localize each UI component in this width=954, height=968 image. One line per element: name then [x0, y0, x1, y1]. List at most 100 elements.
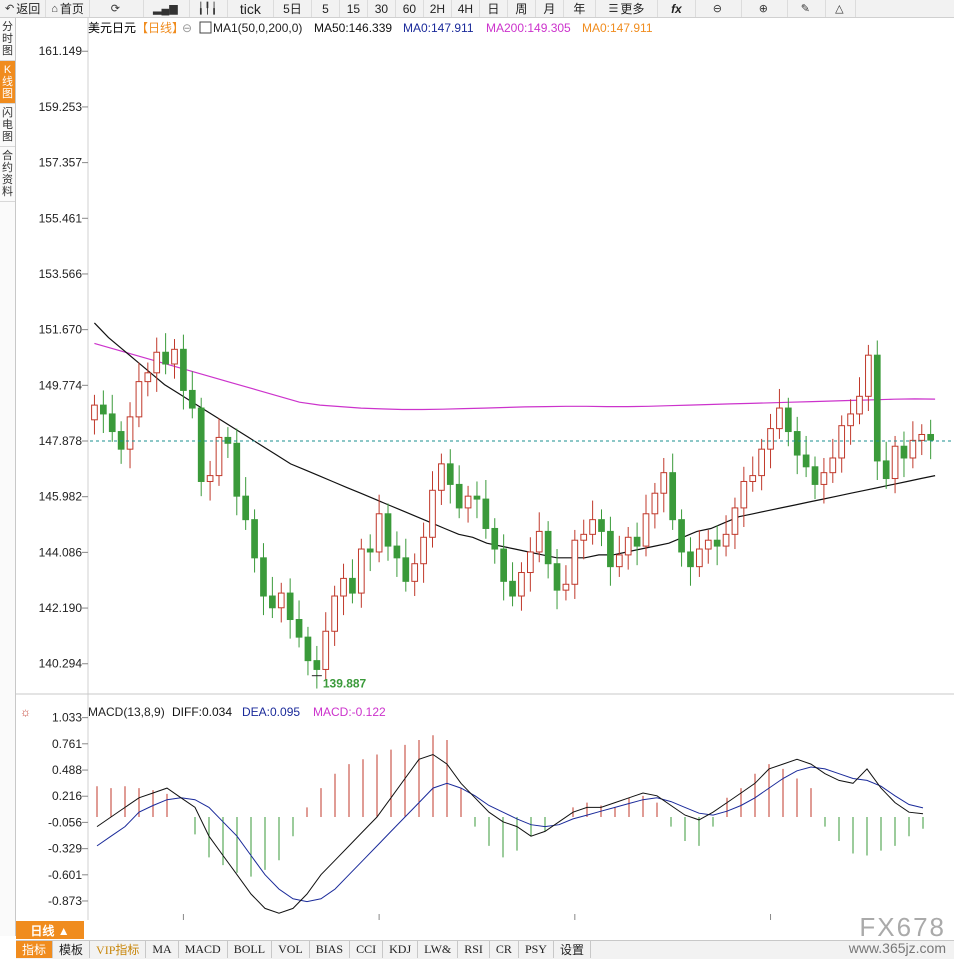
tab-contract-info[interactable]: 合约资料 [0, 147, 15, 202]
home-icon: ⌂ [51, 2, 58, 15]
triangle-button[interactable]: △ [826, 0, 856, 17]
candle-body [384, 513, 392, 547]
candle-body [340, 577, 347, 597]
candle-body [580, 533, 588, 541]
ma-toggle-icon[interactable] [199, 21, 212, 34]
watermark: FX678 www.365jz.com [849, 914, 946, 955]
indicator-tab-vip[interactable]: VIP指标 [90, 941, 147, 958]
indicator-tab-cci[interactable]: CCI [350, 941, 384, 958]
indicator-tab-vol[interactable]: VOL [272, 941, 310, 958]
period-selector[interactable]: 日线 ▲ [16, 921, 84, 939]
chart-area[interactable]: 150.914139.887 161.149 159.253 157.357 155.… [16, 18, 954, 920]
pencil-icon: ✎ [800, 3, 811, 15]
candle-body [776, 407, 783, 430]
candle-body [269, 595, 276, 609]
home-button[interactable]: ⌂ 首页 [46, 0, 90, 17]
candle-body [331, 595, 338, 632]
candle-body [918, 433, 926, 441]
indicator-tab-kdj[interactable]: KDJ [383, 941, 419, 958]
candle-body [446, 463, 454, 485]
formula-button[interactable]: fx [658, 0, 696, 17]
candle-body [660, 472, 668, 494]
candle-body [571, 539, 579, 585]
more-tools-button[interactable] [856, 0, 868, 17]
indicator-tab-macd[interactable]: MACD [179, 941, 228, 958]
candle-body [429, 489, 436, 538]
period-30[interactable]: 30 [368, 0, 396, 17]
menu-icon: ☰ [608, 3, 619, 15]
period-5[interactable]: 5 [312, 0, 340, 17]
candle-body [651, 492, 659, 515]
tab-flash[interactable]: 闪电图 [0, 104, 15, 147]
period-month[interactable]: 月 [536, 0, 564, 17]
tab-kline[interactable]: K线图 [0, 61, 15, 104]
tick-button[interactable]: tick [228, 0, 274, 17]
indicator-tab-boll[interactable]: BOLL [228, 941, 273, 958]
candle-body [767, 428, 774, 450]
watermark-url: www.365jz.com [848, 940, 946, 956]
candle-body [642, 513, 650, 547]
dea-value: DEA:0.095 [242, 705, 300, 719]
toolbar: ↶ 返回 ⌂ 首页 ⟳ ▂▄▆ ╽╿╽ tick 5日 5 15 30 60 2H … [0, 0, 954, 18]
ma-params: MA1(50,0,200,0) [213, 21, 302, 35]
macd-params: MACD(13,8,9) [88, 705, 165, 719]
candle-type-button[interactable]: ╽╿╽ [190, 0, 228, 17]
candle-body [349, 577, 356, 594]
candle-body [411, 563, 419, 582]
draw-button[interactable]: ✎ [788, 0, 826, 17]
candle-body [509, 580, 516, 597]
candle-body [197, 407, 205, 482]
candle-body [402, 557, 410, 582]
candle-body [153, 351, 161, 374]
period-week[interactable]: 周 [508, 0, 536, 17]
indicator-tab-ma[interactable]: MA [146, 941, 179, 958]
candle-body [847, 413, 854, 427]
candle-body [357, 548, 365, 594]
period-60[interactable]: 60 [396, 0, 424, 17]
ma200-value: MA200:149.305 [486, 21, 571, 35]
chart-type-button[interactable]: ▂▄▆ [144, 0, 190, 17]
indicator-tab-rsi[interactable]: RSI [458, 941, 490, 958]
refresh-button[interactable]: ⟳ [90, 0, 144, 17]
zoom-in-button[interactable]: ⊕ [742, 0, 788, 17]
candle-body [820, 472, 828, 485]
candle-body [135, 381, 143, 418]
period-4h[interactable]: 4H [452, 0, 480, 17]
zoom-out-icon: ⊖ [712, 3, 723, 15]
indicator-tab-0[interactable]: 指标 [16, 941, 54, 958]
macd-y-tick-label: -0.329 [48, 842, 82, 856]
back-button[interactable]: ↶ 返回 [0, 0, 47, 17]
arrow-left-icon: ↶ [5, 3, 15, 15]
five-day-button[interactable]: 5日 [274, 0, 312, 17]
candle-body [687, 551, 694, 568]
period-year[interactable]: 年 [564, 0, 596, 17]
candle-body [740, 480, 748, 509]
ma50-value: MA50:146.339 [314, 21, 392, 35]
indicator-tab-1[interactable]: 模板 [53, 941, 91, 958]
candle-body [793, 431, 801, 456]
candle-body [224, 436, 232, 444]
candle-body [784, 407, 792, 433]
macd-settings-icon[interactable]: ☼ [20, 705, 31, 719]
settings-icon[interactable]: ⊖ [182, 21, 192, 35]
candle-body [393, 545, 401, 559]
zoom-out-button[interactable]: ⊖ [696, 0, 742, 17]
tab-timeshare[interactable]: 分时图 [0, 18, 15, 61]
y-tick-label: 142.190 [39, 601, 83, 615]
refresh-icon: ⟳ [110, 3, 121, 15]
indicator-tab-bias[interactable]: BIAS [310, 941, 351, 958]
candle-body [891, 445, 899, 480]
candle-body [91, 404, 98, 421]
more-button[interactable]: ☰ 更多 [596, 0, 658, 17]
period-day[interactable]: 日 [480, 0, 508, 17]
period-15[interactable]: 15 [340, 0, 368, 17]
candle-body [108, 413, 116, 433]
candle-body [722, 533, 730, 547]
indicator-tab-14[interactable]: 设置 [554, 941, 591, 958]
indicator-tab-psy[interactable]: PSY [519, 941, 554, 958]
indicator-tab-lw[interactable]: LW& [418, 941, 459, 958]
macd-y-tick-label: 0.761 [52, 737, 82, 751]
indicator-tab-cr[interactable]: CR [490, 941, 519, 958]
period-2h[interactable]: 2H [424, 0, 452, 17]
candle-body [162, 351, 169, 365]
